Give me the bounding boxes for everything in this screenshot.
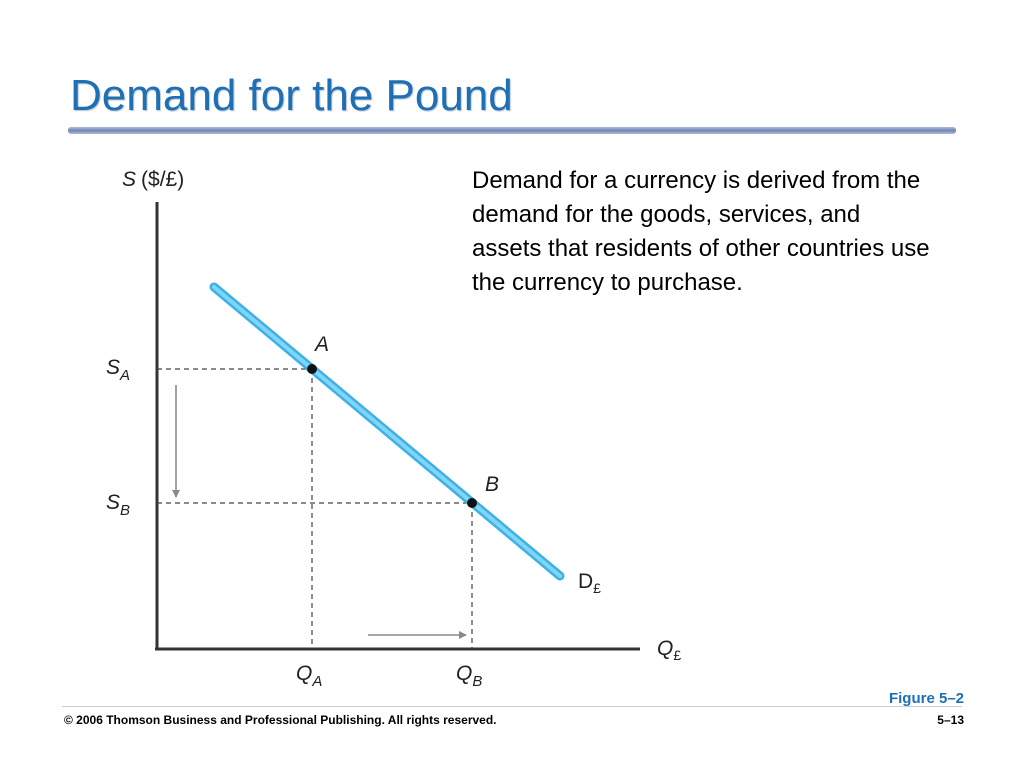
figure-caption: Figure 5–2 bbox=[888, 690, 964, 707]
x-tick-qa: QA bbox=[296, 662, 322, 690]
slide-title: Demand for the Pound bbox=[70, 71, 513, 120]
point-b bbox=[467, 498, 477, 508]
x-axis-label: Q£ bbox=[657, 637, 681, 663]
point-a bbox=[307, 364, 317, 374]
point-a-label: A bbox=[313, 333, 329, 356]
page-number: 5–13 bbox=[937, 713, 964, 727]
slide-description: Demand for a currency is derived from th… bbox=[472, 167, 930, 296]
copyright-notice: © 2006 Thomson Business and Professional… bbox=[64, 713, 497, 727]
y-tick-sb: SB bbox=[106, 491, 130, 519]
demand-curve-highlight bbox=[212, 285, 562, 578]
title-underline bbox=[68, 127, 956, 134]
y-axis-label: S ($/£) bbox=[122, 168, 184, 191]
y-tick-sa: SA bbox=[106, 356, 130, 384]
x-tick-qb: QB bbox=[456, 662, 482, 690]
point-b-label: B bbox=[485, 473, 499, 496]
footer-divider bbox=[62, 706, 962, 707]
demand-curve-label: D£ bbox=[578, 570, 601, 596]
